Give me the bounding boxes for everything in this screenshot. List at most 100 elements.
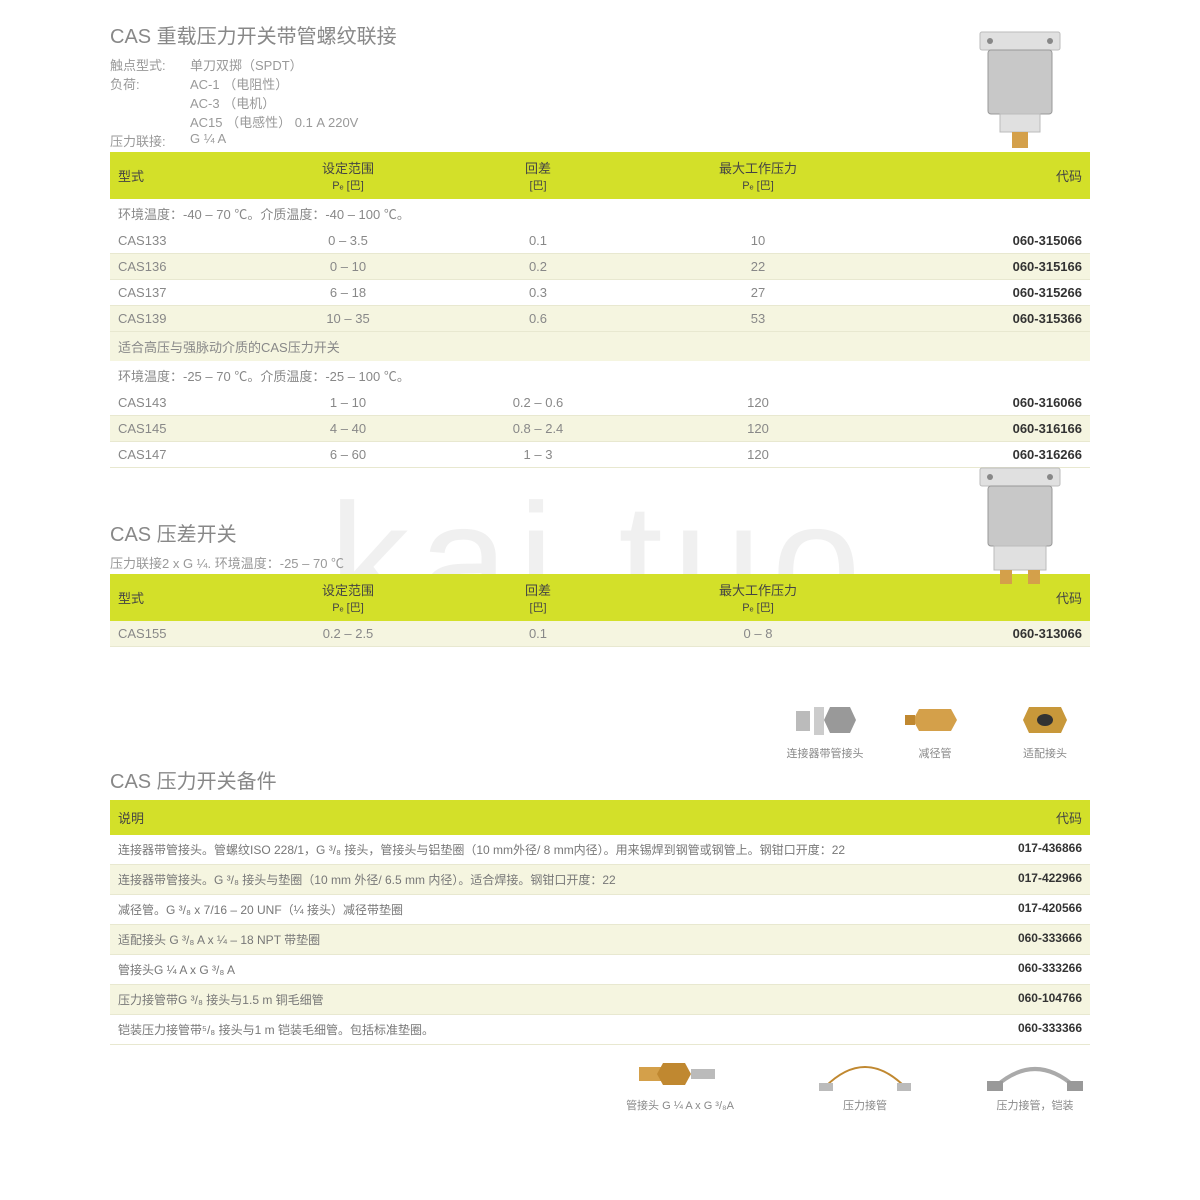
- thumbs-top: 连接器带管接头 减径管 适配接头: [110, 697, 1090, 761]
- cell-c3: 0.1: [448, 626, 628, 641]
- cell-c5: 060-316266: [888, 447, 1082, 462]
- meta-label: 压力联接:: [110, 131, 190, 150]
- table-row: CAS1550.2 – 2.50.10 – 8060-313066: [110, 621, 1090, 647]
- cell-c2: 4 – 40: [248, 421, 448, 436]
- parts-code: 060-333666: [962, 931, 1082, 948]
- hdr-type: 型式: [118, 588, 248, 607]
- cell-c5: 060-315166: [888, 259, 1082, 274]
- parts-row: 连接器带管接头。G ³/₈ 接头与垫圈（10 mm 外径/ 6.5 mm 内径）…: [110, 865, 1090, 895]
- meta-value: AC-3 （电机）: [190, 93, 275, 112]
- cell-c5: 060-313066: [888, 626, 1082, 641]
- meta-label: 负荷:: [110, 74, 190, 93]
- cell-c5: 060-315366: [888, 311, 1082, 326]
- cell-c3: 0.1: [448, 233, 628, 248]
- parts-code: 017-420566: [962, 901, 1082, 918]
- parts-row: 管接头G ¼ A x G ³/₈ A060-333266: [110, 955, 1090, 985]
- thumb-armored: 压力接管，铠装: [980, 1053, 1090, 1113]
- section-cas-accessories: 连接器带管接头 减径管 适配接头 CAS 压力开关备件 说明 代码 连接器带管接…: [110, 697, 1090, 1113]
- hdr-range: 设定范围Pₑ [巴]: [248, 580, 448, 615]
- section2-meta: 压力联接2 x G ¼. 环境温度：-25 – 70 ℃: [110, 553, 1090, 572]
- table1-header: 型式 设定范围Pₑ [巴] 回差[巴] 最大工作压力Pₑ [巴] 代码: [110, 152, 1090, 199]
- parts-code: 060-333366: [962, 1021, 1082, 1038]
- thumb-adapter: 适配接头: [1000, 697, 1090, 761]
- thumb-capillary: 压力接管: [810, 1053, 920, 1113]
- cell-c4: 22: [628, 259, 888, 274]
- meta-value: G ¼ A: [190, 131, 226, 150]
- cell-c3: 0.2: [448, 259, 628, 274]
- cell-c4: 53: [628, 311, 888, 326]
- parts-desc: 连接器带管接头。G ³/₈ 接头与垫圈（10 mm 外径/ 6.5 mm 内径）…: [118, 871, 962, 888]
- hdr-code: 代码: [962, 808, 1082, 827]
- cell-c5: 060-315066: [888, 233, 1082, 248]
- cell-c2: 10 – 35: [248, 311, 448, 326]
- hdr-desc: 说明: [118, 808, 962, 827]
- cell-c4: 120: [628, 421, 888, 436]
- cell-c3: 0.2 – 0.6: [448, 395, 628, 410]
- parts-code: 017-422966: [962, 871, 1082, 888]
- cell-c2: 6 – 60: [248, 447, 448, 462]
- parts-desc: 压力接管带G ³/₈ 接头与1.5 m 铜毛细管: [118, 991, 962, 1008]
- cell-c4: 0 – 8: [628, 626, 888, 641]
- cell-c3: 0.6: [448, 311, 628, 326]
- thumb-reducer: 减径管: [890, 697, 980, 761]
- parts-row: 减径管。G ³/₈ x 7/16 – 20 UNF（¼ 接头）减径带垫圈017-…: [110, 895, 1090, 925]
- span-row: 环境温度：-25 – 70 ℃。介质温度：-25 – 100 ℃。: [110, 361, 1090, 390]
- parts-code: 060-104766: [962, 991, 1082, 1008]
- hdr-diff: 回差[巴]: [448, 580, 628, 615]
- parts-row: 连接器带管接头。管螺纹ISO 228/1，G ³/₈ 接头，管接头与铝垫圈（10…: [110, 835, 1090, 865]
- parts-desc: 减径管。G ³/₈ x 7/16 – 20 UNF（¼ 接头）减径带垫圈: [118, 901, 962, 918]
- product-image-1: [950, 24, 1090, 154]
- cell-c5: 060-316066: [888, 395, 1082, 410]
- meta-label: 触点型式:: [110, 55, 190, 74]
- product-image-2: [950, 462, 1090, 592]
- cell-c5: 060-315266: [888, 285, 1082, 300]
- parts-row: 适配接头 G ³/₈ A x ¼ – 18 NPT 带垫圈060-333666: [110, 925, 1090, 955]
- cell-c4: 120: [628, 395, 888, 410]
- parts-desc: 管接头G ¼ A x G ³/₈ A: [118, 961, 962, 978]
- cell-c2: 1 – 10: [248, 395, 448, 410]
- meta-value: 单刀双掷（SPDT）: [190, 55, 303, 74]
- meta-value: AC-1 （电阻性）: [190, 74, 288, 93]
- cell-c3: 1 – 3: [448, 447, 628, 462]
- section-cas-diff-switch: CAS 压差开关 压力联接2 x G ¼. 环境温度：-25 – 70 ℃ 型式…: [110, 518, 1090, 647]
- hdr-diff: 回差[巴]: [448, 158, 628, 193]
- table2-header: 型式 设定范围Pₑ [巴] 回差[巴] 最大工作压力Pₑ [巴] 代码: [110, 574, 1090, 621]
- parts-code: 060-333266: [962, 961, 1082, 978]
- section1-title: CAS 重载压力开关带管螺纹联接: [110, 20, 1090, 49]
- cell-c1: CAS147: [118, 447, 248, 462]
- cell-c4: 120: [628, 447, 888, 462]
- table-row: CAS1431 – 100.2 – 0.6120060-316066: [110, 390, 1090, 416]
- cell-c1: CAS155: [118, 626, 248, 641]
- thumbs-bottom: 管接头 G ¼ A x G ³/₈A 压力接管 压力接管，铠装: [110, 1053, 1090, 1113]
- cell-c3: 0.3: [448, 285, 628, 300]
- parts-code: 017-436866: [962, 841, 1082, 858]
- meta-value: AC15 （电感性） 0.1 A 220V: [190, 112, 358, 131]
- table3-header: 说明 代码: [110, 800, 1090, 835]
- table-row: CAS1476 – 601 – 3120060-316266: [110, 442, 1090, 468]
- cell-c1: CAS137: [118, 285, 248, 300]
- parts-desc: 铠装压力接管带⁵/₈ 接头与1 m 铠装毛细管。包括标准垫圈。: [118, 1021, 962, 1038]
- table-row: CAS13910 – 350.653060-315366: [110, 306, 1090, 332]
- table-row: CAS1360 – 100.222060-315166: [110, 254, 1090, 280]
- section3-title: CAS 压力开关备件: [110, 765, 1090, 794]
- table-row: CAS1454 – 400.8 – 2.4120060-316166: [110, 416, 1090, 442]
- cell-c5: 060-316166: [888, 421, 1082, 436]
- table-row: CAS1330 – 3.50.110060-315066: [110, 228, 1090, 254]
- cell-c2: 0 – 10: [248, 259, 448, 274]
- meta-label: [110, 93, 190, 112]
- cell-c1: CAS145: [118, 421, 248, 436]
- hdr-max: 最大工作压力Pₑ [巴]: [628, 580, 888, 615]
- hdr-max: 最大工作压力Pₑ [巴]: [628, 158, 888, 193]
- hdr-type: 型式: [118, 166, 248, 185]
- cell-c2: 0 – 3.5: [248, 233, 448, 248]
- cell-c1: CAS143: [118, 395, 248, 410]
- cell-c1: CAS139: [118, 311, 248, 326]
- thumb-fitting: 管接头 G ¼ A x G ³/₈A: [610, 1053, 750, 1113]
- hdr-range: 设定范围Pₑ [巴]: [248, 158, 448, 193]
- section2-title: CAS 压差开关: [110, 518, 1090, 547]
- span-row: 适合高压与强脉动介质的CAS压力开关: [110, 332, 1090, 361]
- section-cas-pressure-switch: CAS 重载压力开关带管螺纹联接 触点型式:单刀双掷（SPDT） 负荷:AC-1…: [110, 20, 1090, 468]
- cell-c4: 10: [628, 233, 888, 248]
- parts-row: 铠装压力接管带⁵/₈ 接头与1 m 铠装毛细管。包括标准垫圈。060-33336…: [110, 1015, 1090, 1045]
- table-row: CAS1376 – 180.327060-315266: [110, 280, 1090, 306]
